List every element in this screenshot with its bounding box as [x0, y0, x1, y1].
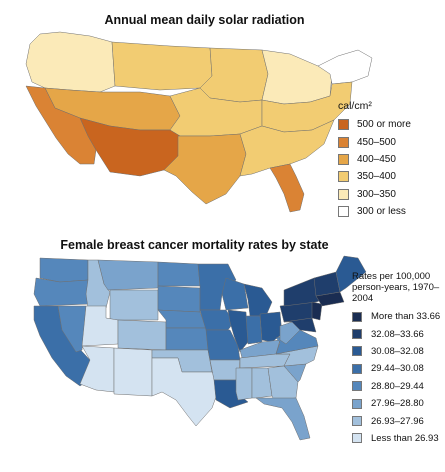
region-wyoming: [109, 289, 159, 321]
solar-legend-label: 450–500: [357, 136, 396, 148]
region-california: [25, 85, 97, 165]
solar-legend-item: 400–450: [338, 151, 411, 168]
mortality-legend-swatch: [352, 398, 362, 409]
mortality-legend-swatch: [352, 363, 362, 374]
solar-map-title: Annual mean daily solar radiation: [104, 13, 305, 27]
region-minnesota: [197, 263, 237, 311]
region-mississippi: [235, 367, 253, 401]
region-washington: [39, 257, 89, 283]
mortality-legend-swatch: [352, 416, 362, 427]
mortality-legend-label: 29.44–30.08: [371, 363, 424, 375]
region-texas-oklahoma: [163, 133, 247, 205]
region-arkansas: [209, 359, 241, 381]
region-wisconsin: [221, 277, 249, 311]
mortality-legend-label: 30.08–32.08: [371, 345, 424, 357]
solar-legend-swatch: [338, 206, 349, 218]
solar-legend-item: 300 or less: [338, 203, 411, 220]
region-kentucky: [239, 339, 281, 359]
solar-legend-label: 350–400: [357, 171, 396, 183]
mortality-legend-item: 32.08–33.66: [352, 325, 445, 342]
region-florida: [269, 163, 305, 213]
solar-legend-swatch: [338, 136, 349, 148]
mortality-legend-title: Rates per 100,000 person-years, 1970–200…: [352, 271, 440, 304]
solar-legend-swatch: [338, 171, 349, 183]
region-new-england: [317, 49, 373, 85]
mortality-legend-item: 27.96–28.80: [352, 395, 445, 412]
solar-legend-label: 500 or more: [357, 119, 411, 131]
region-texas: [151, 357, 221, 427]
mortality-legend-swatch: [352, 329, 362, 340]
region-indiana: [245, 315, 263, 345]
region-southeast: [239, 119, 335, 177]
region-northern-rockies: [111, 41, 213, 91]
mortality-legend-item: 30.08–32.08: [352, 343, 445, 360]
region-nevada: [57, 305, 87, 353]
solar-legend-label: 400–450: [357, 153, 396, 165]
mortality-legend-label: 27.96–28.80: [371, 398, 424, 410]
solar-radiation-map: [25, 31, 373, 213]
mortality-legend-swatch: [352, 346, 362, 357]
region-vermont-nh: [313, 271, 341, 297]
mortality-legend-label: Less than 26.93: [371, 432, 439, 444]
region-maryland: [283, 317, 317, 333]
solar-legend-title: cal/cm²: [338, 100, 372, 112]
solar-legend-label: 300 or less: [357, 206, 406, 218]
mortality-legend-label: 32.08–33.66: [371, 328, 424, 340]
region-great-lakes: [261, 49, 333, 105]
mortality-legend-item: Less than 26.93: [352, 430, 445, 447]
region-new-jersey: [311, 301, 323, 321]
region-north-dakota: [157, 261, 201, 287]
region-colorado: [117, 319, 167, 351]
mortality-legend-item: 26.93–27.96: [352, 412, 445, 429]
region-oregon: [33, 277, 91, 307]
mortality-legend-swatch: [352, 381, 362, 392]
mortality-legend-label: 26.93–27.96: [371, 415, 424, 427]
solar-legend-swatch: [338, 119, 349, 131]
region-illinois: [227, 309, 249, 353]
region-north-pacific: [25, 31, 116, 93]
region-michigan: [243, 283, 273, 317]
mortality-legend: Rates per 100,000 person-years, 1970–200…: [352, 271, 445, 447]
solar-legend: cal/cm² 500 or more 450–500 400–450 350–400…: [338, 100, 411, 220]
solar-legend-swatch: [338, 188, 349, 200]
mortality-legend-item: 28.80–29.44: [352, 378, 445, 395]
region-south-dakota: [157, 285, 201, 313]
mortality-legend-swatch: [352, 311, 362, 322]
region-florida: [255, 397, 311, 441]
solar-legend-label: 300–350: [357, 188, 396, 200]
solar-legend-item: 450–500: [338, 133, 411, 150]
solar-legend-item: 350–400: [338, 168, 411, 185]
region-maine: [335, 255, 367, 293]
solar-legend-swatch: [338, 153, 349, 165]
breast-cancer-mortality-map: [33, 255, 367, 441]
cancer-map-title: Female breast cancer mortality rates by …: [60, 238, 329, 252]
region-new-mexico: [113, 347, 153, 397]
region-montana: [97, 259, 159, 291]
region-west-virginia: [279, 321, 301, 345]
mortality-legend-swatch: [352, 433, 362, 444]
solar-legend-item: 300–350: [338, 186, 411, 203]
mortality-legend-label: 28.80–29.44: [371, 380, 424, 392]
region-kansas: [165, 327, 209, 351]
mortality-legend-item: 29.44–30.08: [352, 360, 445, 377]
region-alabama: [251, 367, 273, 399]
mortality-legend-label: More than 33.66: [371, 311, 441, 323]
mortality-legend-item: More than 33.66: [352, 308, 445, 325]
solar-legend-item: 500 or more: [338, 116, 411, 133]
